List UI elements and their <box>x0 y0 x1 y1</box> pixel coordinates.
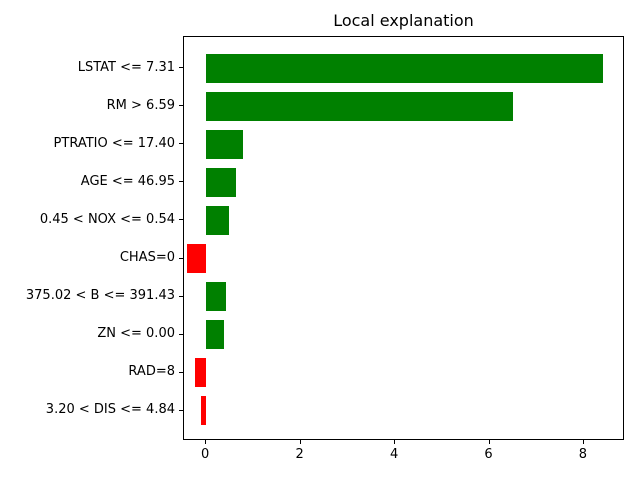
y-tick-mark <box>179 295 183 297</box>
y-tick-label: 375.02 < B <= 391.43 <box>25 288 175 304</box>
y-tick-label: 3.20 < DIS <= 4.84 <box>45 402 175 418</box>
bar-negative <box>186 244 207 273</box>
bar-negative <box>200 396 207 426</box>
x-tick-label: 8 <box>578 447 588 462</box>
y-tick-label: ZN <= 0.00 <box>97 326 175 342</box>
x-tick-mark <box>488 440 490 444</box>
y-tick-mark <box>179 333 183 335</box>
x-tick-mark <box>299 440 301 444</box>
y-tick-label: 0.45 < NOX <= 0.54 <box>39 211 175 227</box>
y-tick-mark <box>179 143 183 145</box>
x-tick-mark <box>205 440 207 444</box>
plot-area <box>183 36 624 440</box>
y-tick-label: RM > 6.59 <box>106 97 175 113</box>
y-tick-label: AGE <= 46.95 <box>80 173 175 189</box>
bar-positive <box>206 205 230 235</box>
x-tick-label: 0 <box>201 447 210 462</box>
bar-positive <box>206 167 237 197</box>
y-tick-mark <box>179 409 183 411</box>
y-tick-mark <box>179 67 183 68</box>
bar-positive <box>206 91 514 121</box>
y-tick-label: LSTAT <= 7.31 <box>77 59 175 75</box>
bar-negative <box>194 358 207 388</box>
chart-title: Local explanation <box>333 11 474 30</box>
y-tick-mark <box>179 105 183 107</box>
bar-positive <box>206 129 243 159</box>
bar-positive <box>206 282 226 312</box>
x-tick-mark <box>394 440 396 444</box>
bar-positive <box>206 53 603 83</box>
y-tick-mark <box>179 257 183 259</box>
bar-positive <box>206 320 225 350</box>
x-tick-mark <box>582 440 584 444</box>
y-tick-label: RAD=8 <box>128 364 175 380</box>
x-tick-label: 2 <box>295 447 304 462</box>
x-tick-label: 4 <box>389 447 399 462</box>
x-tick-label: 6 <box>484 447 493 462</box>
y-tick-mark <box>179 371 183 373</box>
y-tick-label: PTRATIO <= 17.40 <box>53 135 175 151</box>
y-tick-mark <box>179 219 183 221</box>
y-tick-mark <box>179 181 183 183</box>
y-tick-label: CHAS=0 <box>119 250 175 265</box>
